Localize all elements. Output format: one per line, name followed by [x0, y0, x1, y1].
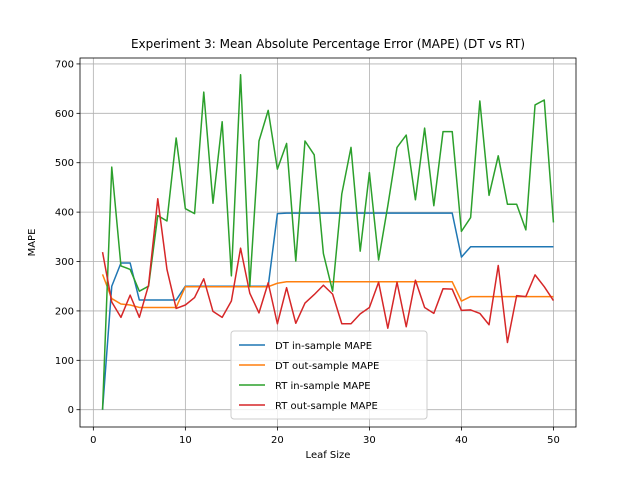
x-tick-label: 30	[363, 435, 376, 446]
series-layer	[101, 74, 555, 410]
y-tick-label: 400	[55, 208, 74, 219]
legend-label: RT in-sample MAPE	[275, 381, 371, 392]
legend-box	[230, 330, 428, 420]
legend-label: RT out-sample MAPE	[275, 401, 378, 412]
y-tick-label: 0	[68, 405, 74, 416]
chart-title: Experiment 3: Mean Absolute Percentage E…	[131, 37, 525, 51]
y-axis-label: MAPE	[27, 229, 38, 257]
y-tick-label: 300	[55, 257, 74, 268]
y-tick-label: 200	[55, 306, 74, 317]
y-tick-label: 500	[55, 158, 74, 169]
y-tick-label: 100	[55, 356, 74, 367]
legend: DT in-sample MAPE DT out-sample MAPE RT in…	[230, 330, 428, 420]
x-tick-label: 0	[90, 435, 96, 446]
series-line-rt-in-sample-mape	[101, 74, 555, 410]
y-tick-label: 600	[55, 109, 74, 120]
series-line-rt-out-sample-mape	[101, 198, 555, 344]
y-tick-label: 700	[55, 59, 74, 70]
series-line-dt-out-sample-mape	[101, 274, 554, 309]
x-tick-label: 20	[271, 435, 284, 446]
plot-frame	[79, 57, 577, 428]
x-axis-label: Leaf Size	[306, 450, 351, 461]
legend-label: DT in-sample MAPE	[275, 341, 372, 352]
legend-label: DT out-sample MAPE	[275, 361, 379, 372]
series-line-dt-in-sample-mape	[101, 212, 554, 410]
x-tick-label: 10	[179, 435, 192, 446]
x-tick-label: 50	[547, 435, 560, 446]
x-tick-label: 40	[455, 435, 468, 446]
grid	[80, 58, 576, 427]
